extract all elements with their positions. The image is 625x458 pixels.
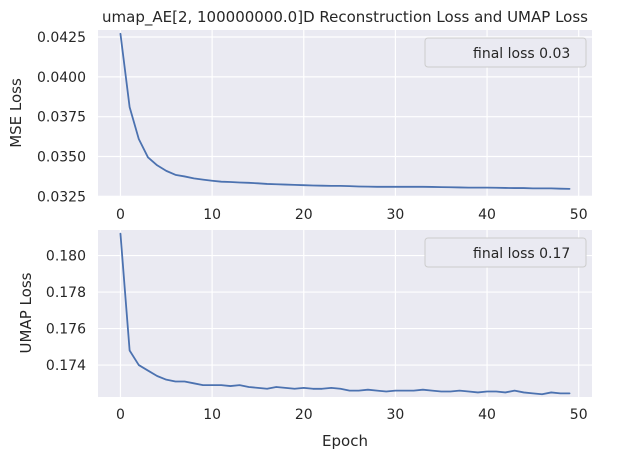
umap-legend-label: final loss 0.17 [473, 246, 570, 262]
umap-y-axis-label: UMAP Loss [17, 272, 35, 353]
mse-x-tick-label: 20 [295, 207, 313, 223]
mse-y-tick-label: 0.0400 [37, 70, 86, 86]
umap-legend: final loss 0.17 [424, 237, 587, 268]
umap-legend-box [424, 237, 587, 268]
mse-series [119, 32, 571, 190]
mse-y-tick-label: 0.0350 [37, 150, 86, 166]
mse-legend: final loss 0.03 [424, 37, 587, 68]
mse-legend-label: final loss 0.03 [473, 46, 570, 62]
umap-loss-line [119, 232, 571, 396]
subplot-umap: 0 10 20 30 40 50 0.174 0.176 0.178 0.180 UMAP Los… [17, 230, 592, 450]
mse-x-tick-label: 30 [386, 207, 404, 223]
umap-x-tick-label: 10 [203, 407, 221, 423]
mse-x-tick-label: 50 [570, 207, 588, 223]
umap-x-tick-label: 30 [386, 407, 404, 423]
umap-series [119, 232, 571, 396]
mse-y-tick-label: 0.0425 [37, 30, 86, 46]
umap-y-tick-label: 0.178 [46, 285, 86, 301]
mse-legend-box [424, 37, 587, 68]
umap-x-tick-label: 50 [570, 407, 588, 423]
umap-y-tick-label: 0.176 [46, 322, 86, 338]
mse-y-tick-label: 0.0375 [37, 110, 86, 126]
umap-x-tick-label: 0 [116, 407, 125, 423]
mse-x-tick-label: 40 [478, 207, 496, 223]
umap-y-tick-label: 0.174 [46, 358, 86, 374]
umap-x-tick-label: 40 [478, 407, 496, 423]
umap-grid [98, 230, 592, 397]
chart-title: umap_AE[2, 100000000.0]D Reconstruction … [102, 8, 588, 27]
mse-loss-line [119, 32, 571, 190]
mse-tick-labels: 0 10 20 30 40 50 0.0325 0.0350 0.0375 0.0400 0.042… [37, 30, 588, 223]
mse-x-tick-label: 0 [116, 207, 125, 223]
subplot-mse: 0 10 20 30 40 50 0.0325 0.0350 0.0375 0.0400 0.042… [7, 8, 592, 223]
mse-grid [98, 30, 592, 197]
mse-y-tick-label: 0.0325 [37, 189, 86, 205]
umap-x-tick-label: 20 [295, 407, 313, 423]
mse-x-tick-label: 10 [203, 207, 221, 223]
umap-tick-labels: 0 10 20 30 40 50 0.174 0.176 0.178 0.180 [46, 249, 588, 423]
mse-y-axis-label: MSE Loss [7, 78, 25, 148]
umap-y-tick-label: 0.180 [46, 249, 86, 265]
x-axis-label: Epoch [322, 432, 368, 450]
